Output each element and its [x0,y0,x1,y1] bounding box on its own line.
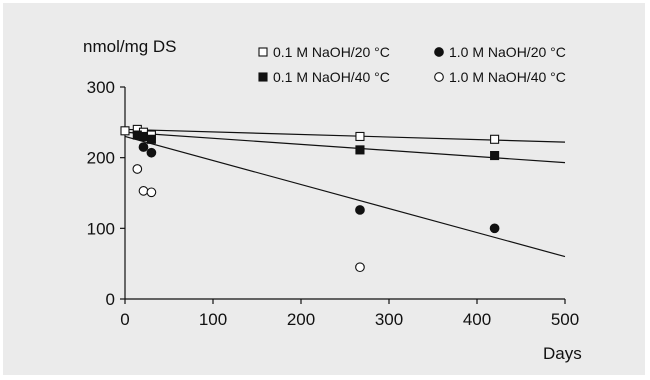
legend-item-naoh-01-40c: 0.1 M NaOH/40 °C [258,69,390,85]
data-point [138,186,149,196]
y-axis-label: nmol/mg DS [83,37,177,56]
data-point [489,223,500,234]
data-point [120,126,130,136]
legend-item-naoh-10-40c: 1.0 M NaOH/40 °C [434,69,566,85]
y-tick-label: 300 [87,78,115,97]
data-point [146,147,157,158]
data-point [490,150,500,161]
data-points [120,124,500,273]
data-point [146,187,157,198]
legend-label: 1.0 M NaOH/40 °C [449,69,566,85]
data-point [355,131,365,142]
legend-label: 0.1 M NaOH/40 °C [273,69,390,85]
legend-marker [258,47,268,57]
y-tick-label: 200 [87,149,115,168]
x-tick-label: 0 [120,310,129,329]
chart-svg: nmol/mg DS Days 0 100 200 300 0 100 200 300 400 5… [83,37,582,363]
x-axis-label: Days [543,344,582,363]
x-tick-label: 300 [375,310,403,329]
y-tick-label: 100 [87,219,115,238]
data-point [490,134,500,144]
axes: 0 100 200 300 0 100 200 300 400 500 [87,78,580,329]
data-point [355,205,365,215]
data-point [138,142,149,152]
x-tick-label: 400 [463,310,491,329]
data-point [355,145,365,155]
data-point [132,164,143,174]
x-tick-label: 100 [199,310,227,329]
data-point [146,134,156,144]
data-point [355,262,365,273]
legend-marker [434,72,444,82]
x-tick-label: 500 [551,310,579,329]
legend: 0.1 M NaOH/20 °C 1.0 M NaOH/20 °C 0.1 M … [258,44,566,85]
legend-item-naoh-01-20c: 0.1 M NaOH/20 °C [258,44,390,60]
y-tick-label: 0 [106,290,115,309]
trend-lines [124,128,566,258]
x-tick-label: 200 [287,310,315,329]
chart-panel: nmol/mg DS Days 0 100 200 300 0 100 200 300 400 5… [3,3,645,375]
legend-item-naoh-10-20c: 1.0 M NaOH/20 °C [434,44,566,60]
data-point [138,131,149,142]
legend-marker [434,47,444,57]
legend-marker [258,72,268,82]
legend-label: 1.0 M NaOH/20 °C [449,44,566,60]
trend-line [124,135,566,258]
legend-label: 0.1 M NaOH/20 °C [273,44,390,60]
